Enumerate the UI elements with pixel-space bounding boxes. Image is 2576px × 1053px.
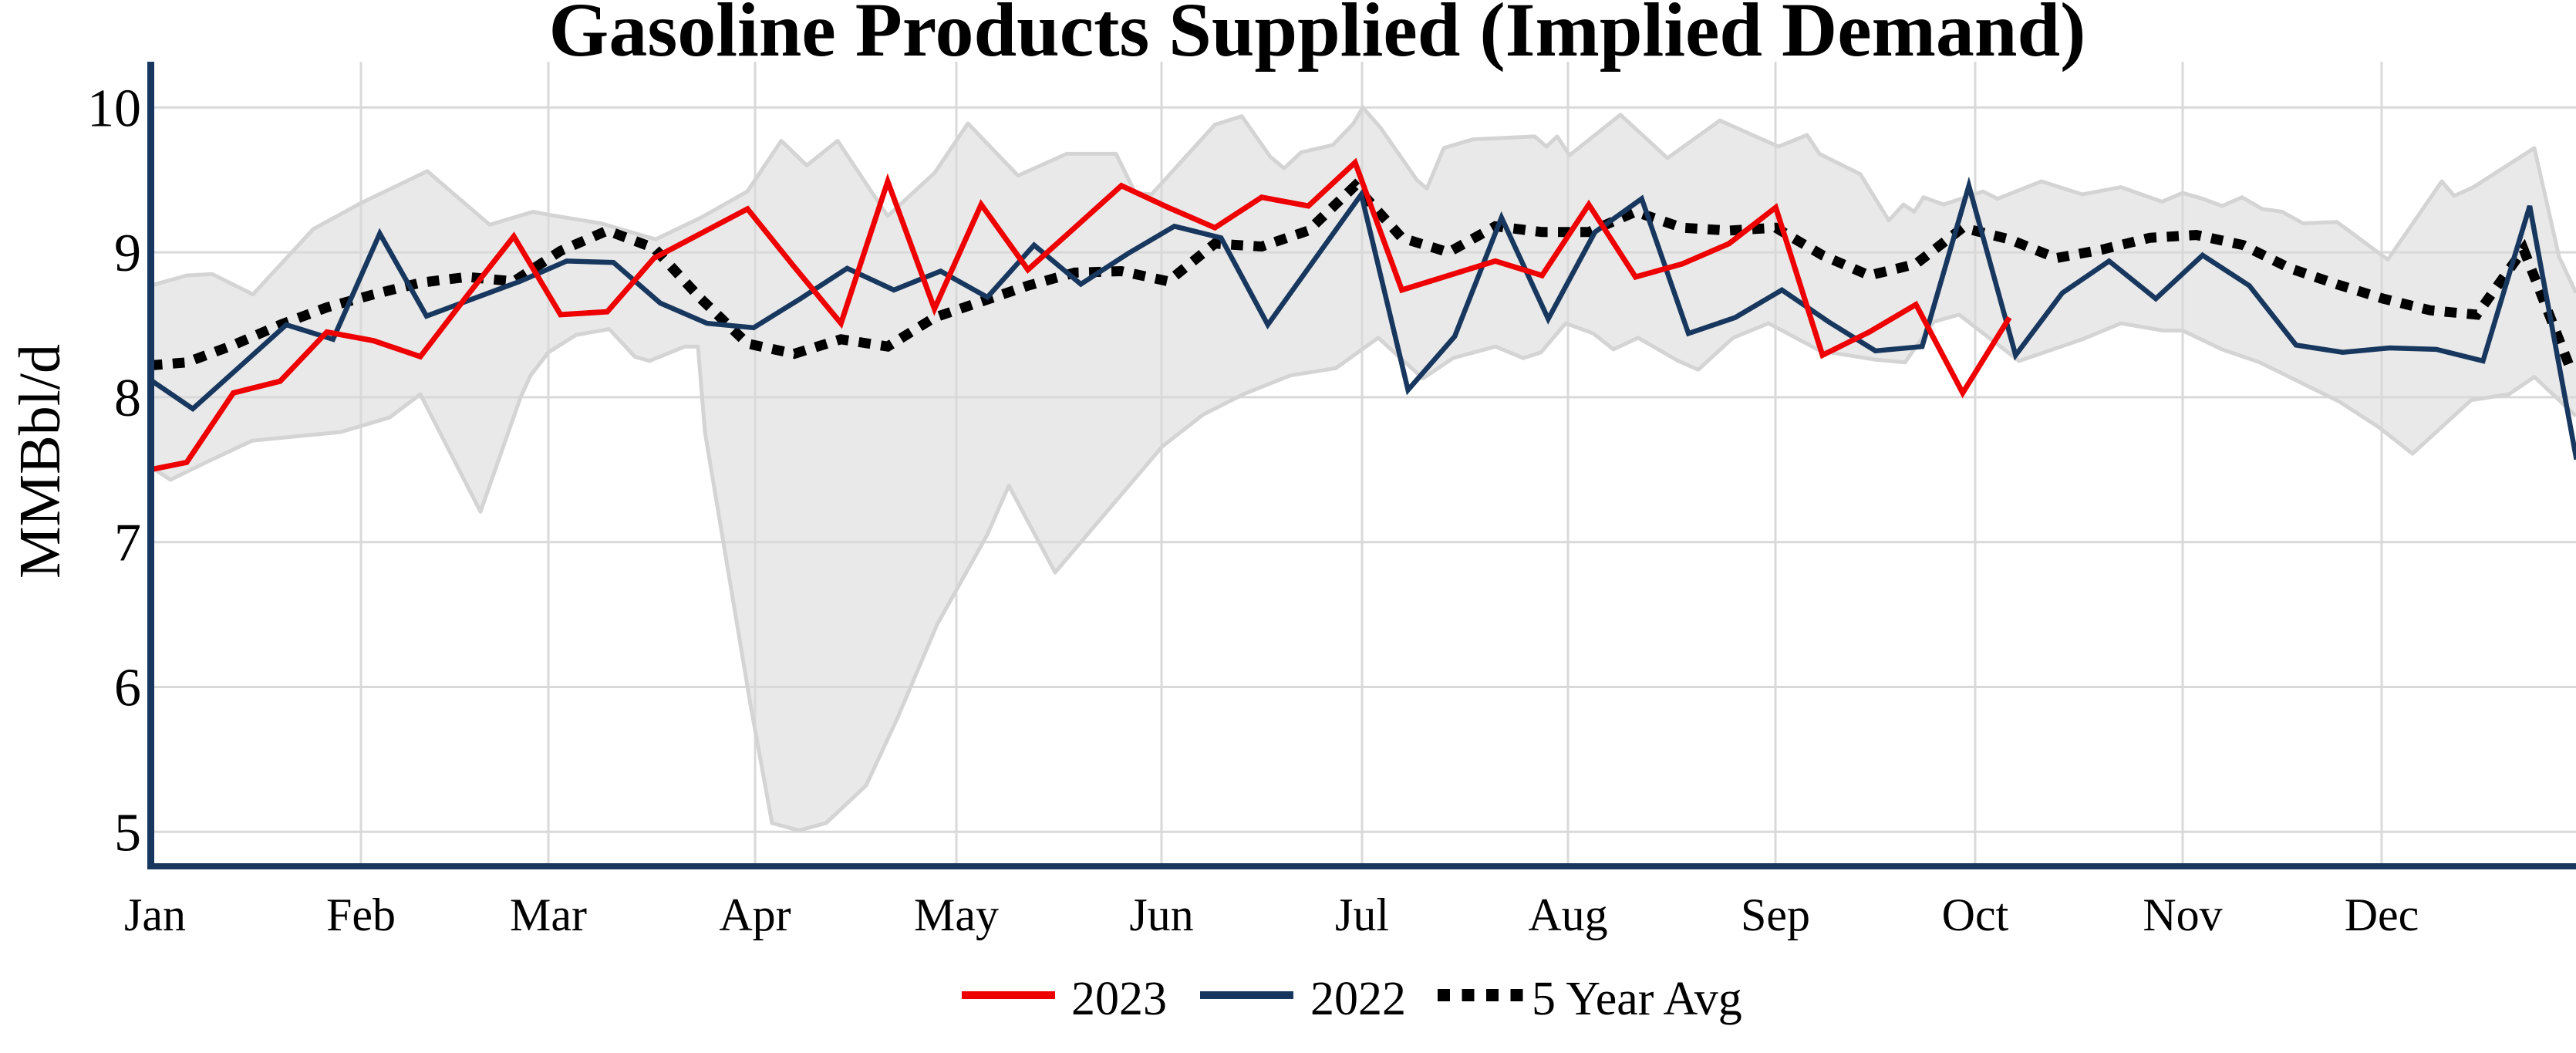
svg-text:6: 6 <box>114 659 141 718</box>
svg-text:Jan: Jan <box>124 889 186 940</box>
svg-text:Gasoline Products Supplied (Im: Gasoline Products Supplied (Implied Dema… <box>549 0 2086 73</box>
svg-text:Apr: Apr <box>719 889 791 940</box>
svg-text:MMBbl/d: MMBbl/d <box>8 344 72 579</box>
svg-text:Sep: Sep <box>1741 889 1810 940</box>
svg-text:2022: 2022 <box>1310 973 1406 1025</box>
svg-text:5: 5 <box>114 803 141 862</box>
svg-text:2023: 2023 <box>1071 973 1167 1025</box>
svg-text:8: 8 <box>114 369 141 428</box>
svg-text:Jul: Jul <box>1335 889 1389 940</box>
svg-text:9: 9 <box>114 224 141 283</box>
svg-text:Nov: Nov <box>2143 889 2222 940</box>
svg-text:Dec: Dec <box>2345 889 2419 940</box>
svg-text:7: 7 <box>114 514 141 573</box>
svg-text:Aug: Aug <box>1528 889 1607 940</box>
svg-text:Oct: Oct <box>1942 889 2009 940</box>
svg-text:5 Year Avg: 5 Year Avg <box>1532 973 1742 1025</box>
svg-text:May: May <box>914 889 999 940</box>
svg-text:10: 10 <box>87 79 141 138</box>
svg-text:Feb: Feb <box>326 889 396 940</box>
svg-text:Mar: Mar <box>510 889 587 940</box>
svg-text:Jun: Jun <box>1129 889 1193 940</box>
